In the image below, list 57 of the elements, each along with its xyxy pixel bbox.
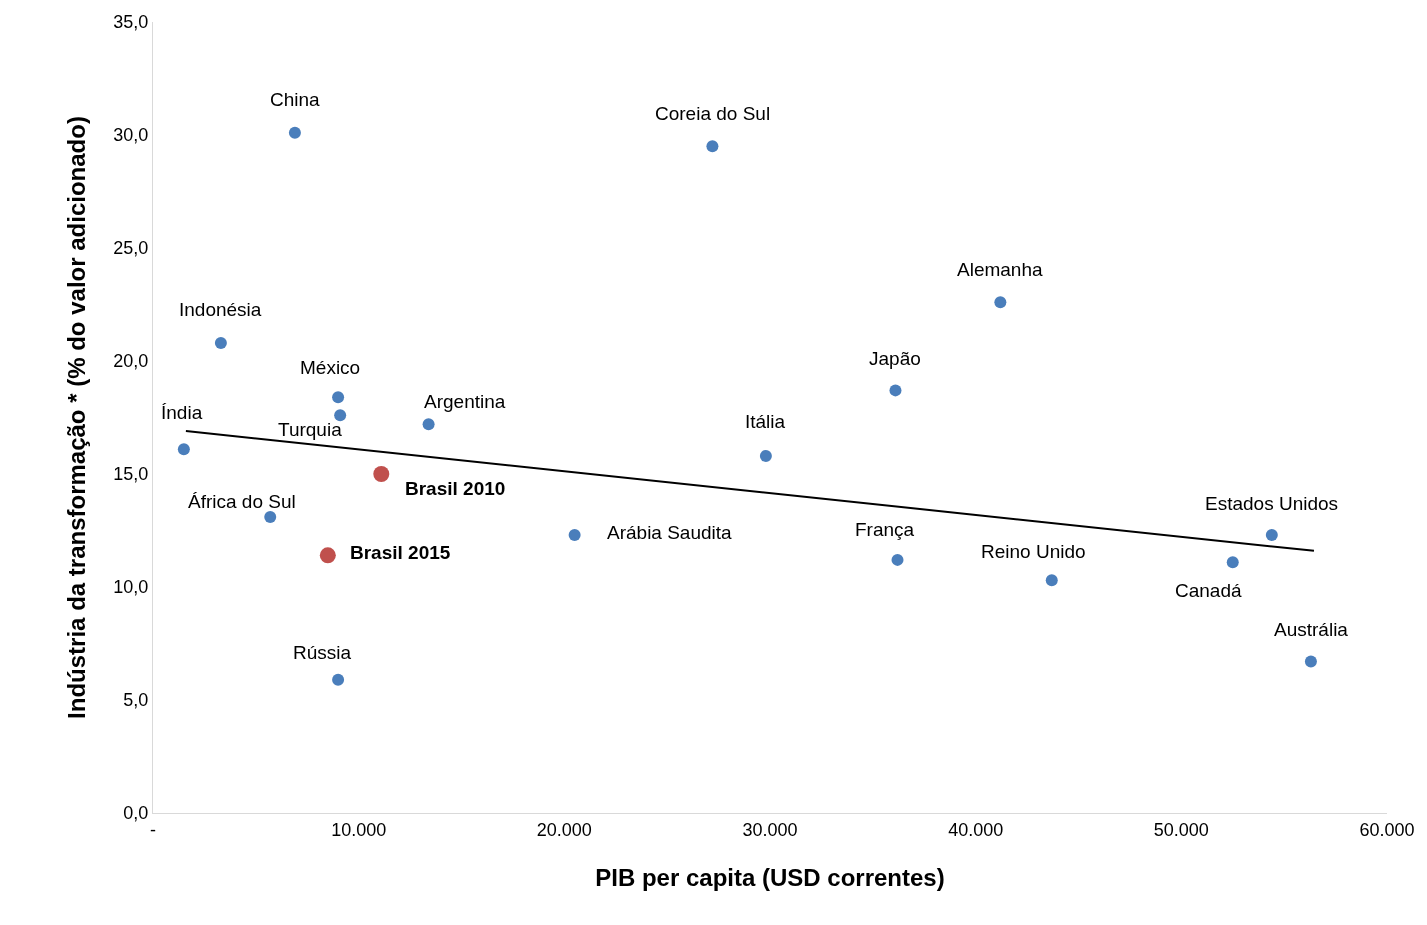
annotation: Argentina — [424, 391, 506, 412]
annotation: México — [300, 357, 361, 378]
point — [759, 449, 772, 462]
annotation: África do Sul — [188, 491, 296, 512]
y-tick-label: 10,0 — [113, 577, 149, 598]
point — [1226, 556, 1239, 569]
annotation: Japão — [869, 348, 921, 369]
y-tick-label: 35,0 — [113, 12, 149, 33]
point — [1304, 655, 1317, 668]
point — [177, 443, 190, 456]
point — [706, 140, 719, 153]
annotation: Itália — [745, 411, 786, 432]
point — [332, 673, 345, 686]
annotation: Índia — [161, 402, 203, 423]
point — [891, 553, 904, 566]
point — [214, 336, 227, 349]
x-axis-title: PIB per capita (USD correntes) — [595, 863, 945, 891]
y-tick-label: 0,0 — [123, 803, 149, 824]
annotation: Alemanha — [957, 259, 1043, 280]
annotation: Reino Unido — [981, 541, 1086, 562]
point — [889, 384, 902, 397]
point — [422, 418, 435, 431]
point — [1045, 574, 1058, 587]
annotation: Estados Unidos — [1205, 493, 1339, 514]
x-tick-label: - — [150, 819, 156, 840]
annotation: Austrália — [1274, 619, 1349, 640]
y-tick-label: 5,0 — [123, 690, 149, 711]
annotation: Indonésia — [179, 299, 262, 320]
point — [264, 510, 277, 523]
x-tick-label: 60.000 — [1359, 819, 1415, 840]
point — [994, 296, 1007, 309]
annotation: Brasil 2010 — [405, 478, 506, 499]
y-axis-title: Indústria da transformação * (% do valor adicionado) — [63, 116, 91, 719]
x-tick-label: 50.000 — [1153, 819, 1209, 840]
point — [1265, 529, 1278, 542]
y-tick-label: 20,0 — [113, 351, 149, 372]
point — [288, 126, 301, 139]
annotation: Arábia Saudita — [607, 522, 733, 543]
x-tick-label: 20.000 — [536, 819, 592, 840]
y-tick-label: 15,0 — [113, 464, 149, 485]
point — [334, 409, 347, 422]
y-tick-label: 30,0 — [113, 125, 149, 146]
annotation: Rússia — [293, 642, 352, 663]
annotation: França — [855, 519, 915, 540]
x-tick-label: 30.000 — [742, 819, 798, 840]
point — [332, 391, 345, 404]
annotation: Coreia do Sul — [655, 103, 771, 124]
annotation: Brasil 2015 — [350, 542, 451, 563]
point — [373, 466, 390, 482]
x-tick-label: 40.000 — [948, 819, 1004, 840]
point — [568, 529, 581, 542]
annotation: Canadá — [1175, 580, 1242, 601]
annotation: China — [270, 89, 321, 110]
x-tick-label: 10.000 — [331, 819, 387, 840]
y-tick-label: 25,0 — [113, 238, 149, 259]
point — [319, 547, 336, 564]
annotation: Turquia — [278, 419, 343, 440]
